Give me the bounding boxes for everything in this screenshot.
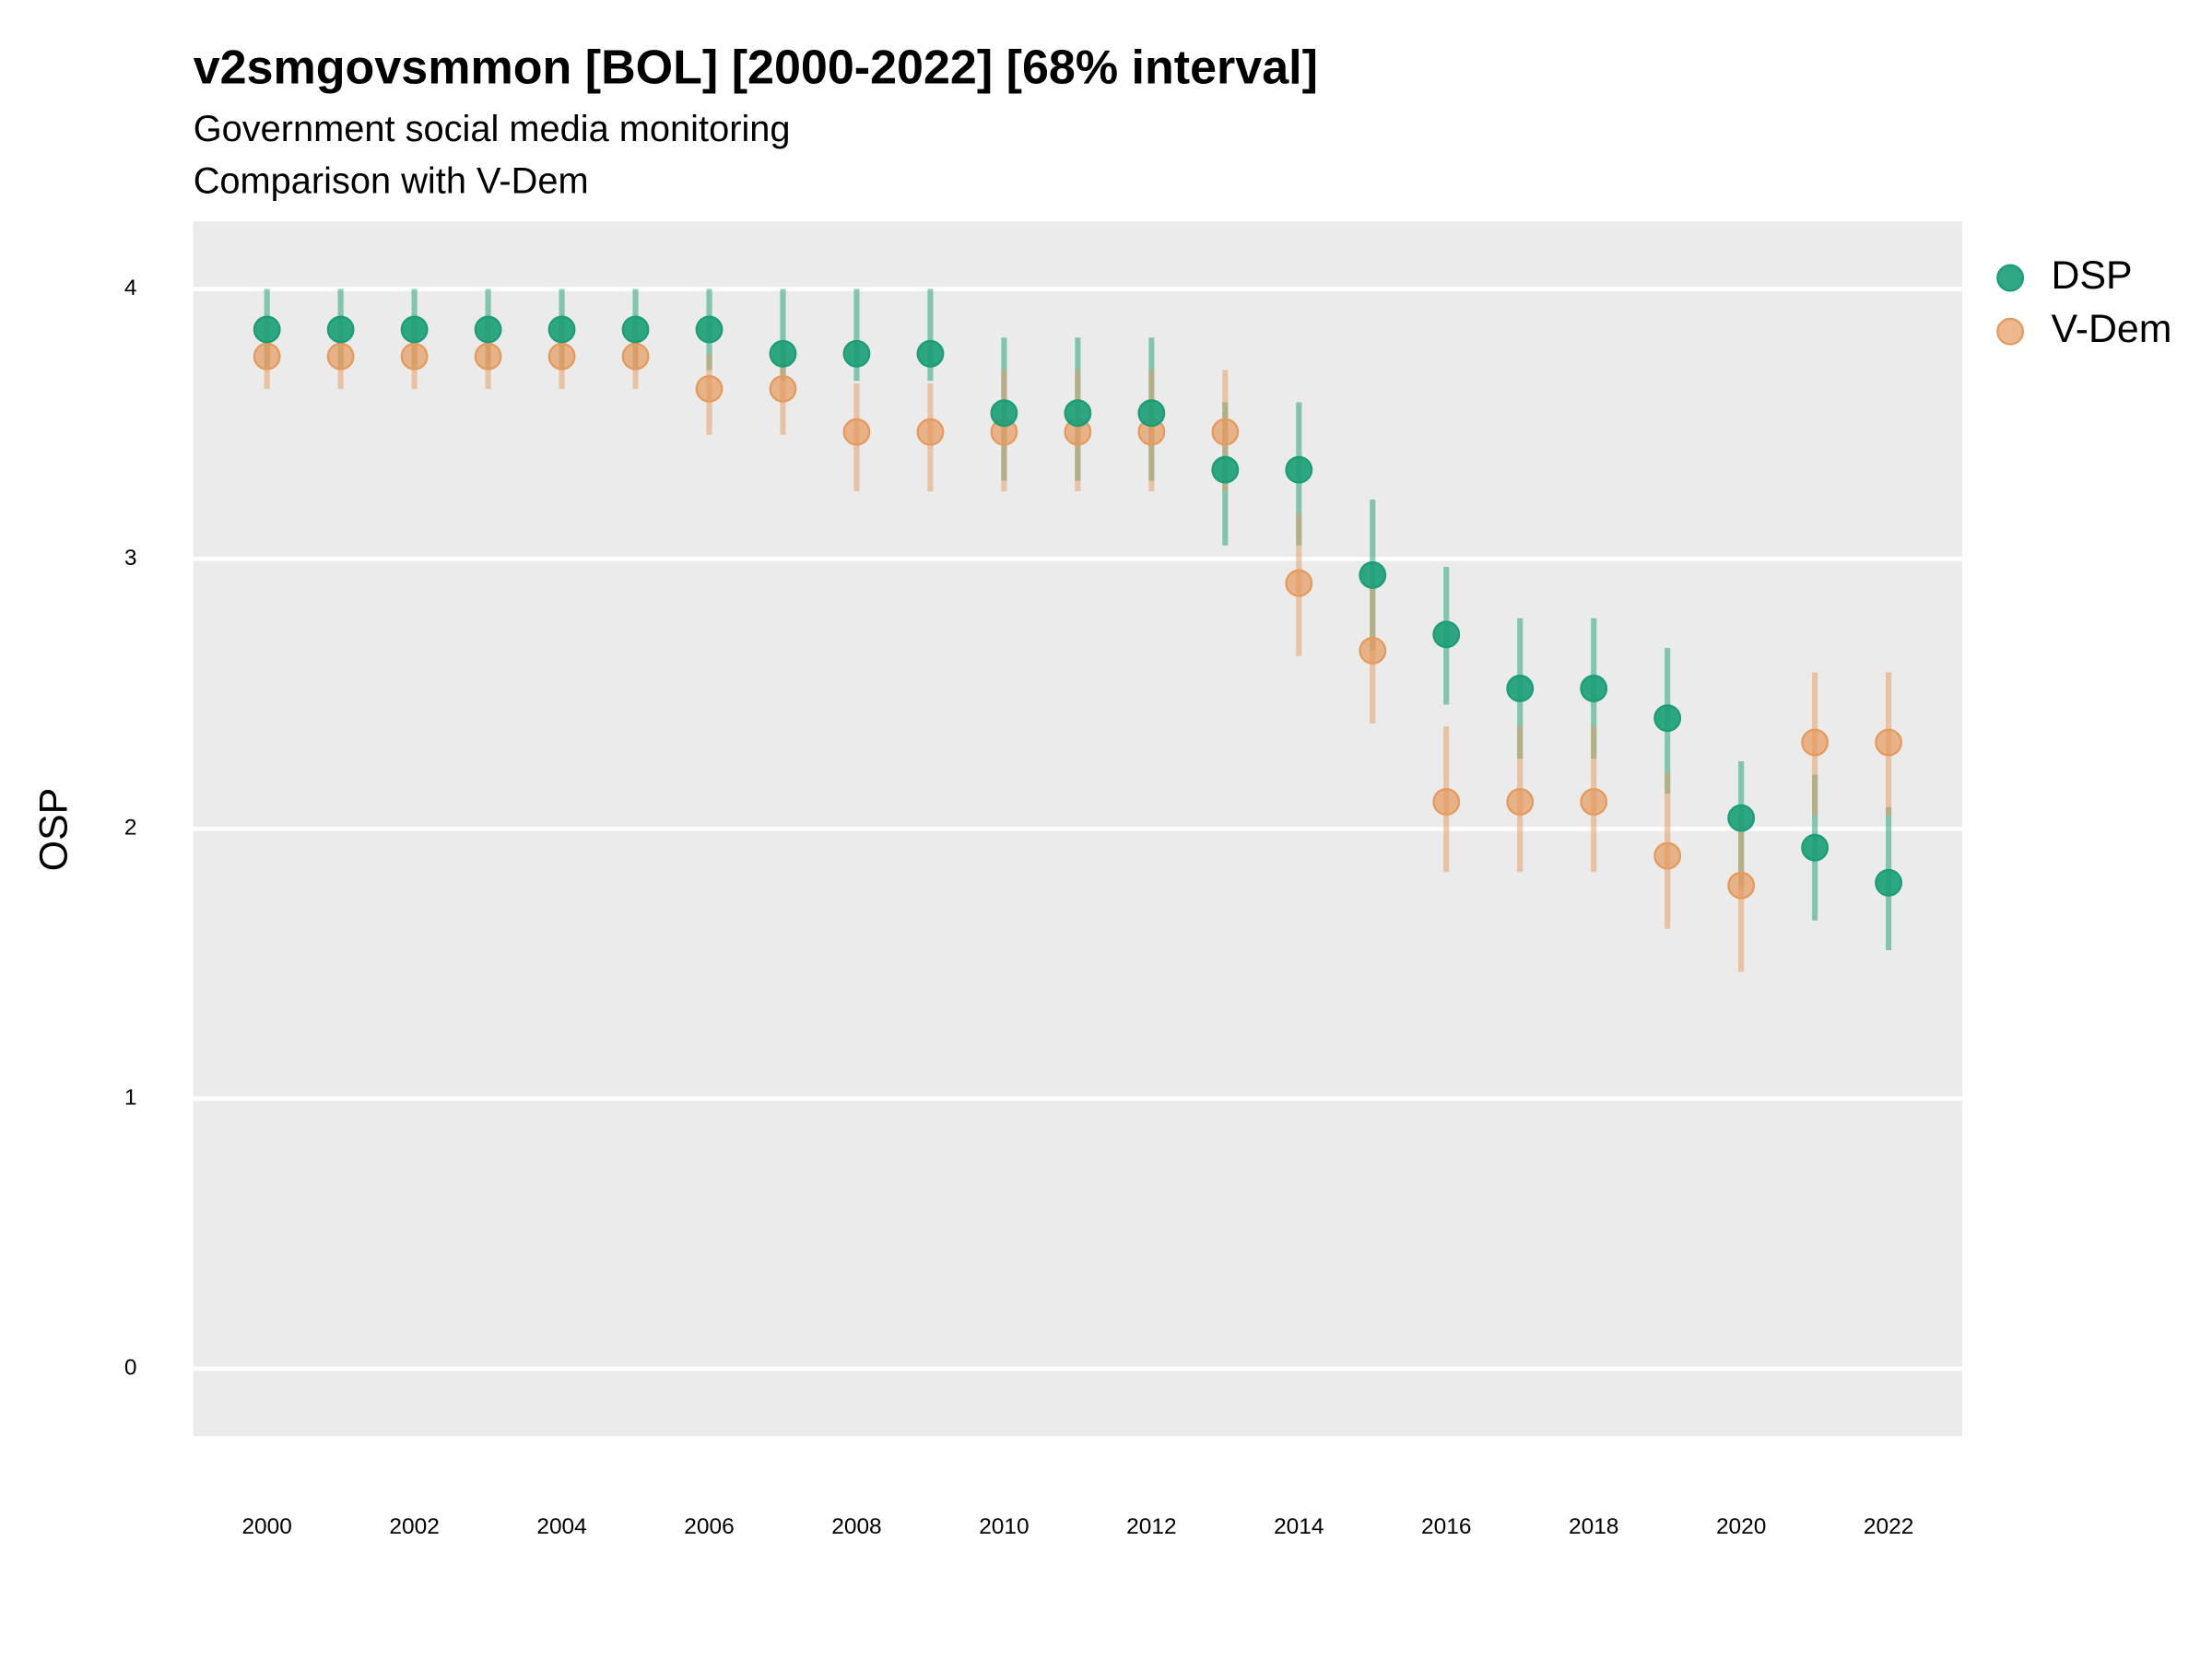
point	[1727, 804, 1756, 832]
point	[916, 339, 945, 368]
point	[621, 315, 650, 344]
legend-marker	[1996, 317, 2025, 346]
point	[695, 315, 724, 344]
point	[1285, 455, 1313, 484]
point	[621, 342, 650, 371]
point	[400, 315, 429, 344]
chart-subtitle: Government social media monitoring	[194, 109, 791, 149]
point	[695, 374, 724, 403]
point	[1359, 637, 1387, 665]
y-axis-label: OSP	[32, 788, 76, 871]
x-tick-label: 2018	[1569, 1514, 1618, 1539]
point	[547, 342, 576, 371]
x-tick-label: 2010	[979, 1514, 1029, 1539]
point	[1211, 418, 1240, 446]
legend-label: V-Dem	[2052, 307, 2172, 351]
point	[400, 342, 429, 371]
point	[842, 418, 871, 446]
point	[253, 342, 281, 371]
x-tick-label: 2022	[1864, 1514, 1913, 1539]
point	[1653, 841, 1682, 870]
point	[326, 342, 355, 371]
x-tick-label: 2000	[241, 1514, 291, 1539]
point	[474, 315, 502, 344]
point	[916, 418, 945, 446]
x-tick-label: 2014	[1274, 1514, 1324, 1539]
point	[1506, 788, 1535, 816]
chart-caption: Comparison with V-Dem	[194, 160, 589, 201]
y-tick-label: 2	[124, 816, 137, 841]
point	[547, 315, 576, 344]
point	[1432, 620, 1461, 649]
x-tick-label: 2006	[684, 1514, 734, 1539]
point	[474, 342, 502, 371]
point	[1506, 675, 1535, 702]
point	[1875, 728, 1903, 757]
point	[1653, 704, 1682, 733]
legend-label: DSP	[2052, 253, 2133, 298]
point	[1359, 561, 1387, 589]
point	[769, 339, 797, 368]
legend-marker	[1996, 264, 2025, 292]
point	[1211, 455, 1240, 484]
y-tick-label: 0	[124, 1355, 137, 1380]
point	[1580, 788, 1608, 816]
point	[326, 315, 355, 344]
y-tick-label: 1	[124, 1086, 137, 1111]
point	[253, 315, 281, 344]
point	[1875, 868, 1903, 897]
point	[1727, 871, 1756, 900]
point	[842, 339, 871, 368]
y-tick-label: 3	[124, 546, 137, 571]
point	[1064, 399, 1092, 428]
point	[1285, 569, 1313, 597]
point	[1801, 833, 1830, 862]
point	[769, 374, 797, 403]
y-tick-label: 4	[124, 276, 137, 300]
x-tick-label: 2020	[1716, 1514, 1766, 1539]
x-tick-label: 2008	[831, 1514, 881, 1539]
point	[1801, 728, 1830, 757]
x-tick-label: 2016	[1421, 1514, 1471, 1539]
x-tick-label: 2012	[1126, 1514, 1176, 1539]
point	[1580, 675, 1608, 702]
x-tick-label: 2002	[389, 1514, 439, 1539]
x-tick-label: 2004	[536, 1514, 586, 1539]
point	[990, 399, 1018, 428]
point	[1137, 399, 1166, 428]
chart-title: v2smgovsmmon [BOL] [2000-2022] [68% inte…	[194, 41, 1318, 94]
point	[1432, 788, 1461, 816]
